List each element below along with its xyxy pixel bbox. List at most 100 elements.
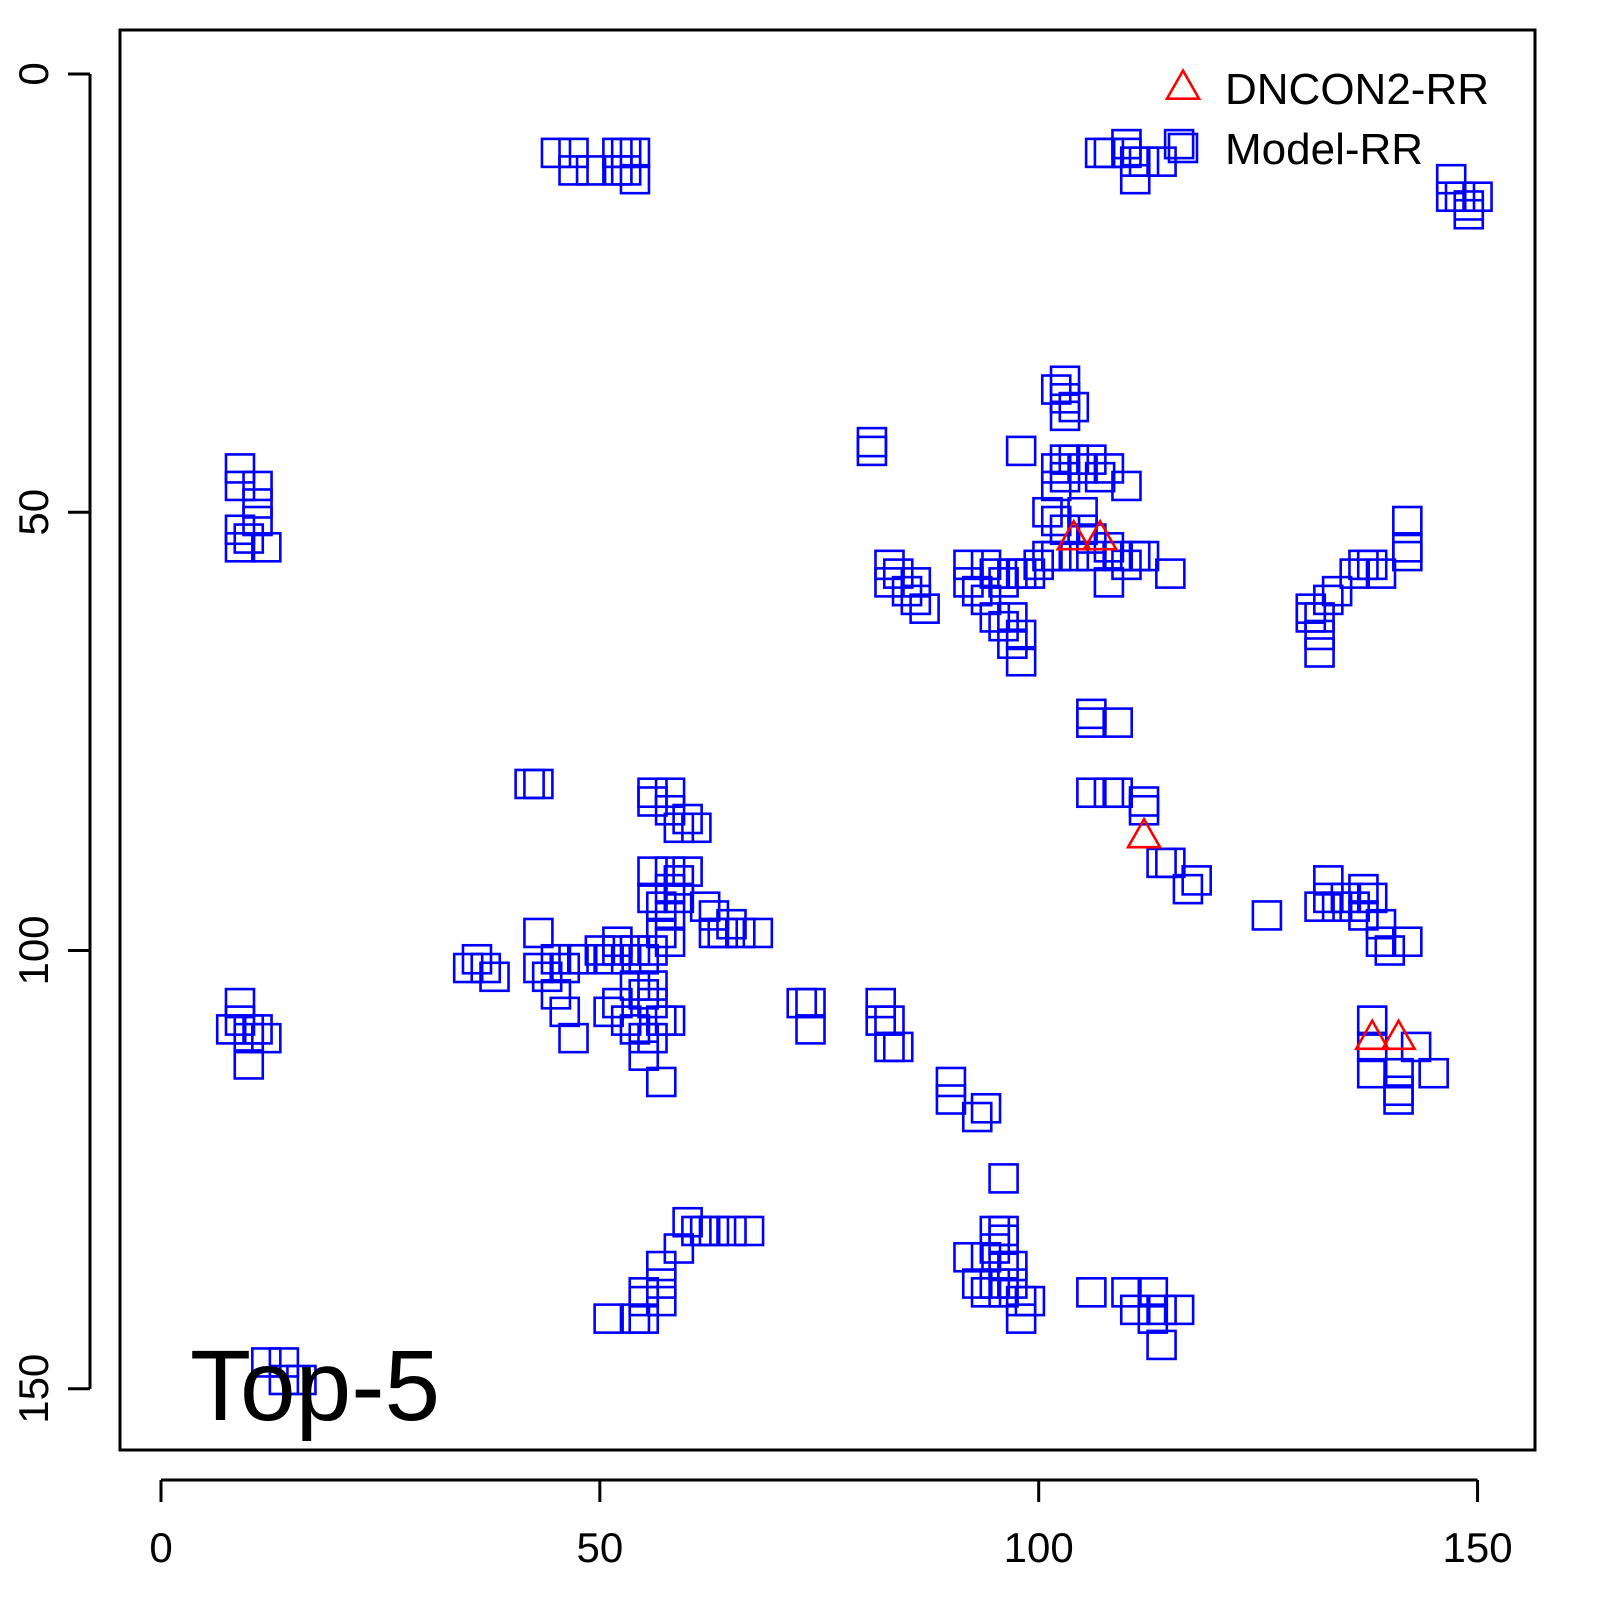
square-point <box>1093 567 1125 598</box>
square-point <box>637 970 668 1001</box>
square-point <box>1005 619 1037 651</box>
data-points <box>215 128 1493 1396</box>
square-point <box>233 1022 265 1054</box>
square-point <box>997 1250 1028 1282</box>
series-dncon2-rr <box>1055 518 1417 1051</box>
legend: DNCON2-RR Model-RR <box>1164 65 1489 174</box>
square-point <box>628 943 660 975</box>
square-point <box>1067 514 1098 546</box>
square-point <box>1172 873 1204 905</box>
square-point <box>1076 707 1107 738</box>
square-point <box>1102 540 1133 572</box>
square-point <box>698 1215 730 1247</box>
square-point <box>1058 540 1090 572</box>
triangle-point <box>1055 518 1093 551</box>
square-point <box>1163 128 1195 160</box>
square-point <box>1111 1277 1142 1308</box>
square-point <box>979 602 1011 633</box>
square-point <box>997 628 1028 660</box>
square-point <box>979 1215 1011 1247</box>
square-point <box>865 1005 897 1036</box>
square-point <box>654 900 686 931</box>
x-tick-label: 150 <box>1443 1524 1513 1571</box>
square-point <box>1295 593 1327 624</box>
square-point <box>628 1022 660 1054</box>
square-point <box>935 1084 967 1115</box>
square-point <box>224 1005 256 1036</box>
square-point <box>619 970 651 1001</box>
square-point <box>874 1005 905 1036</box>
square-point <box>663 882 695 914</box>
legend-square-marker <box>1167 132 1199 164</box>
square-point <box>1181 865 1212 896</box>
square-point <box>1111 137 1142 169</box>
square-point <box>602 987 633 1019</box>
square-point <box>1444 181 1476 213</box>
square-point <box>540 137 572 169</box>
square-point <box>1076 540 1107 572</box>
square-point <box>1093 453 1125 484</box>
square-point <box>707 917 739 949</box>
square-point <box>1339 558 1370 589</box>
square-point <box>645 1268 677 1299</box>
square-point <box>1067 453 1098 484</box>
square-point <box>1251 900 1283 931</box>
square-point <box>1111 470 1142 502</box>
square-point <box>689 1215 721 1247</box>
square-point <box>1365 558 1397 589</box>
square-point <box>1040 470 1072 502</box>
square-point <box>1392 540 1423 572</box>
square-point <box>716 1215 747 1247</box>
square-point <box>628 1040 660 1071</box>
square-point <box>1076 777 1107 809</box>
square-point <box>970 1277 1002 1308</box>
y-tick-label: 50 <box>10 489 57 536</box>
square-point <box>970 1241 1002 1273</box>
square-point <box>233 1014 265 1045</box>
square-point <box>988 1224 1019 1256</box>
square-point <box>1076 444 1107 475</box>
square-point <box>645 891 677 922</box>
square-point <box>953 567 984 598</box>
triangle-point <box>1380 1018 1417 1051</box>
square-point <box>1155 847 1186 879</box>
square-point <box>1453 190 1485 221</box>
square-point <box>1304 619 1335 651</box>
square-point <box>637 856 668 887</box>
square-point <box>953 1241 984 1273</box>
square-point <box>654 926 686 958</box>
square-point <box>1005 645 1037 677</box>
square-point <box>645 1066 677 1098</box>
square-point <box>1040 453 1072 484</box>
square-point <box>1040 374 1072 405</box>
square-point <box>997 558 1028 589</box>
square-point <box>242 505 273 537</box>
square-point <box>593 996 624 1028</box>
square-point <box>970 584 1002 616</box>
square-point <box>654 777 686 809</box>
square-point <box>979 1268 1011 1299</box>
square-point <box>786 987 818 1019</box>
square-point <box>663 1233 695 1264</box>
triangle-point <box>1125 816 1163 849</box>
triangle-point <box>1081 518 1119 551</box>
square-point <box>716 908 747 940</box>
square-point <box>1076 698 1107 730</box>
plot-frame <box>118 28 1537 1452</box>
y-tick-label: 150 <box>10 1354 57 1424</box>
square-point <box>663 865 695 896</box>
square-point <box>619 1014 651 1045</box>
square-point <box>988 567 1019 598</box>
y-tick-label: 100 <box>10 915 57 985</box>
square-point <box>1146 847 1177 879</box>
square-point <box>251 1022 282 1054</box>
square-point <box>795 1014 826 1045</box>
square-point <box>935 1066 967 1098</box>
square-point <box>1383 1084 1414 1115</box>
square-point <box>593 1303 624 1334</box>
square-point <box>900 584 932 616</box>
square-point <box>1049 400 1081 432</box>
square-point <box>1339 891 1370 922</box>
square-point <box>523 768 554 800</box>
